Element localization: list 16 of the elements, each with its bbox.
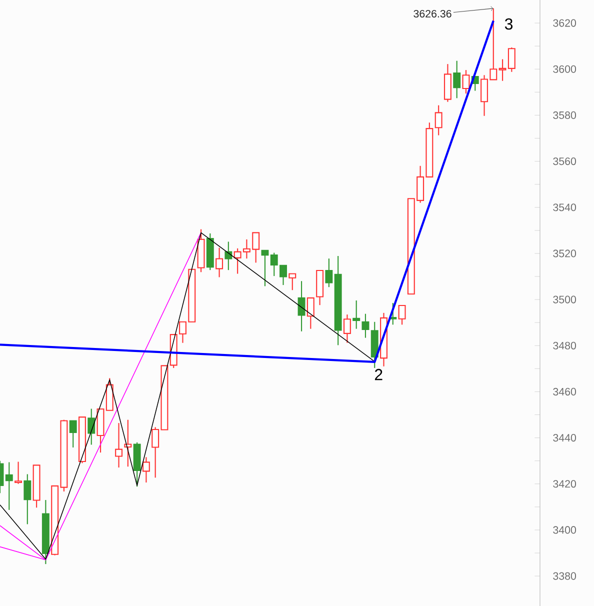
y-tick-label: 3380	[553, 572, 576, 580]
y-tick-label: 3460	[553, 388, 576, 396]
y-tick-label: 3480	[553, 342, 576, 350]
annotation: 2	[374, 368, 382, 380]
y-tick-label: 3400	[553, 526, 576, 534]
y-tick-label: 3500	[553, 296, 576, 304]
y-tick-label: 3580	[553, 111, 576, 119]
y-tick-label: 3520	[553, 250, 576, 258]
y-tick-label: 3420	[553, 480, 576, 488]
y-tick-label: 3560	[553, 158, 576, 166]
annotation: 3	[504, 18, 513, 30]
y-tick-label: 3540	[553, 204, 576, 212]
y-tick-label: 3620	[553, 19, 576, 27]
y-tick-label: 3600	[553, 65, 576, 73]
y-tick-label: 3440	[553, 434, 576, 442]
annotation: 3626.36	[414, 10, 452, 18]
